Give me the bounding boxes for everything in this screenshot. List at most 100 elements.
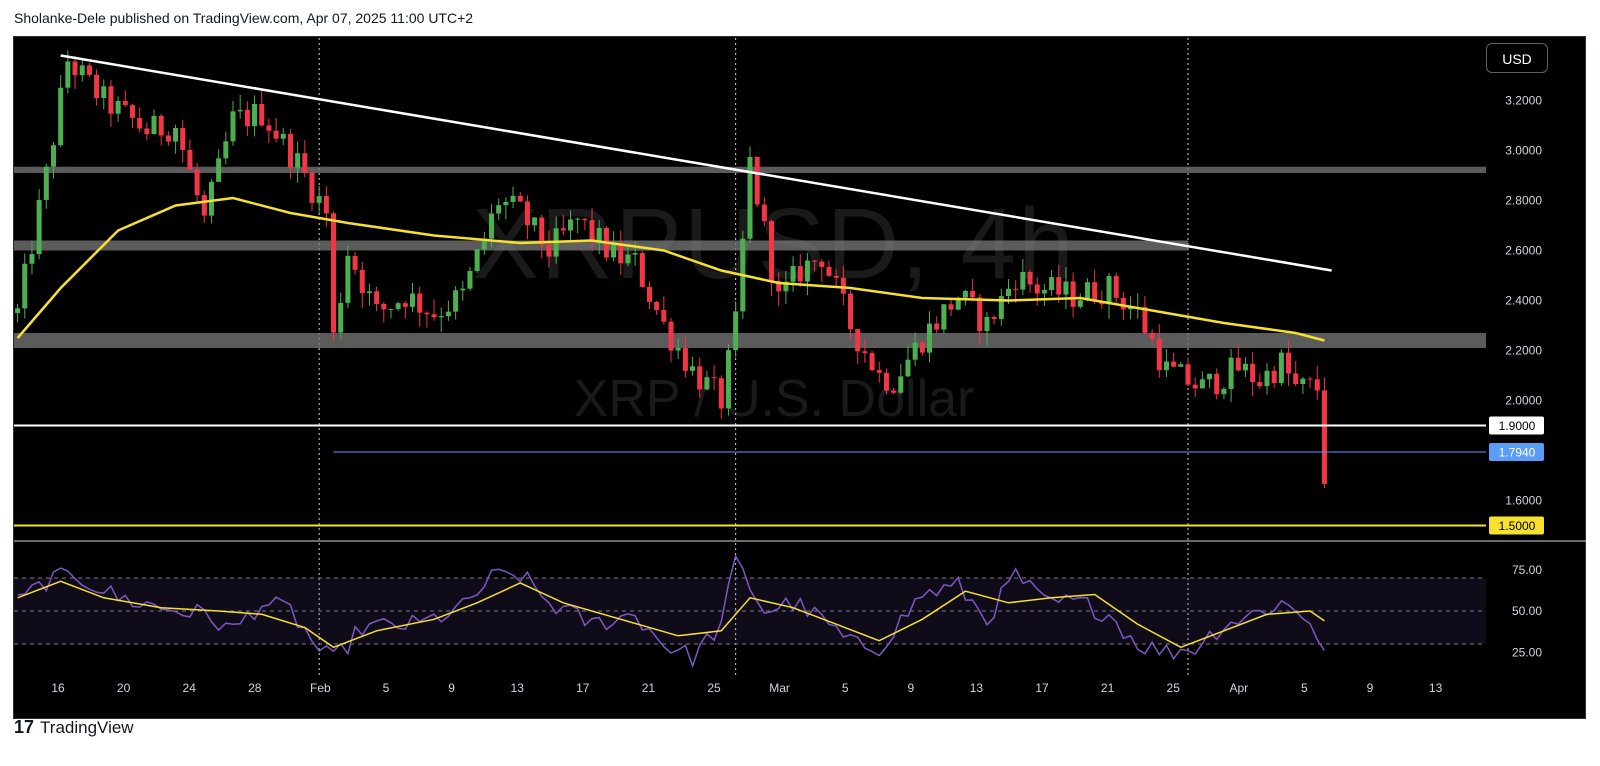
time-tick-label: Feb (310, 681, 331, 695)
candle-body (1113, 276, 1119, 298)
candle-body (1192, 384, 1198, 389)
candle-body (1314, 379, 1320, 391)
candle-body (1142, 307, 1148, 333)
candle-body (58, 87, 64, 146)
candle-body (955, 297, 961, 310)
candle-body (1271, 370, 1277, 384)
candle-body (646, 286, 652, 302)
time-tick-label: 9 (907, 681, 914, 695)
candle-body (711, 377, 717, 379)
level-price-tag (1489, 516, 1544, 535)
time-tick-label: 13 (1429, 681, 1443, 695)
candle-body (22, 263, 28, 309)
candle-body (560, 228, 566, 231)
currency-button[interactable]: USD (1486, 43, 1548, 73)
candle-body (826, 266, 832, 276)
price-tick-label: 2.4000 (1505, 294, 1542, 308)
candle-body (639, 253, 645, 287)
level-price-label: 1.7940 (1499, 446, 1536, 460)
rsi-panel: 75.00 50.00 25.00 (14, 554, 1542, 669)
candle-body (424, 312, 430, 315)
chart-panel[interactable]: XRPUSD, 4h XRP / U.S. Dollar (13, 36, 1586, 719)
candle-body (517, 195, 523, 202)
candle-body (668, 321, 674, 351)
price-axis: 3.2000 3.0000 2.8000 2.6000 2.4000 2.2000 2.00… (14, 94, 1586, 542)
candle-body (295, 153, 301, 168)
candle-body (1235, 357, 1241, 371)
candle-body (1199, 379, 1205, 389)
candle-body (244, 109, 250, 127)
candle-body (546, 244, 552, 257)
candle-body (115, 100, 121, 114)
candle-body (72, 61, 78, 76)
candle-body (1041, 289, 1047, 294)
time-tick-label: 5 (383, 681, 390, 695)
time-tick-label: 25 (707, 681, 721, 695)
candle-body (359, 269, 365, 294)
candle-body (15, 308, 21, 313)
candle-body (876, 370, 882, 373)
candle-body (718, 378, 724, 409)
level-price-tag (1489, 443, 1544, 461)
candle-body (402, 303, 408, 307)
candle-body (848, 293, 854, 330)
candle-body (1128, 307, 1134, 310)
candle-body (445, 311, 451, 317)
candle-body (567, 219, 574, 231)
candle-body (1307, 378, 1313, 380)
candle-body (625, 254, 631, 264)
candle-body (754, 156, 760, 205)
candle-body (180, 127, 186, 150)
candle-body (151, 115, 157, 135)
candle-body (919, 342, 925, 353)
candle-body (173, 127, 179, 142)
rsi-tick-label: 75.00 (1512, 563, 1542, 577)
candle-body (438, 316, 444, 318)
candle-body (309, 172, 315, 203)
candle-body (388, 308, 394, 310)
horizontal-levels: 1.9000 1.7940 1.5000 (14, 416, 1544, 535)
candle-body (819, 261, 825, 267)
time-tick-label: 28 (248, 681, 262, 695)
level-price-label: 1.9000 (1499, 419, 1536, 433)
price-tick-label: 3.2000 (1505, 94, 1542, 108)
rsi-tick-label: 25.00 (1512, 645, 1542, 659)
candle-body (1178, 364, 1184, 367)
candle-body (431, 314, 437, 318)
time-tick-label: 25 (1167, 681, 1181, 695)
candle-body (1264, 370, 1270, 387)
vertical-markers (318, 38, 1189, 677)
candle-body (29, 254, 35, 264)
time-tick-label: 13 (511, 681, 525, 695)
candle-body (417, 293, 423, 313)
candle-body (797, 266, 803, 282)
moving-average-layer (16, 196, 1325, 342)
candle-body (1286, 352, 1292, 374)
time-tick-label: 21 (1101, 681, 1115, 695)
candle-body (596, 227, 602, 241)
rsi-moving-average (17, 580, 1325, 649)
candle-body (1185, 364, 1191, 385)
resistance-zone (14, 333, 1486, 348)
candle-body (733, 311, 739, 351)
rsi-line (17, 554, 1326, 669)
candle-body (1257, 382, 1263, 387)
candle-body (1077, 300, 1083, 307)
candle-body (259, 104, 265, 126)
rsi-tick-label: 50.00 (1512, 604, 1542, 618)
candle-body (855, 329, 861, 352)
candle-body (697, 366, 703, 390)
time-axis: 16 20 24 28 Feb 5 9 13 17 21 25 Mar 5 9 13 17 21 25 Apr 5 9 1… (51, 681, 1442, 695)
candle-body (539, 217, 545, 245)
candle-body (273, 130, 279, 139)
resistance-zone (14, 240, 1189, 251)
candle-body (352, 255, 358, 270)
candle-body (783, 281, 789, 292)
tradingview-logo[interactable]: 17 TradingView (14, 717, 134, 738)
price-tick-label: 2.6000 (1505, 244, 1542, 258)
candle-body (1228, 357, 1234, 389)
candle-body (496, 205, 502, 214)
candle-body (891, 390, 897, 393)
candle-body (223, 141, 229, 159)
